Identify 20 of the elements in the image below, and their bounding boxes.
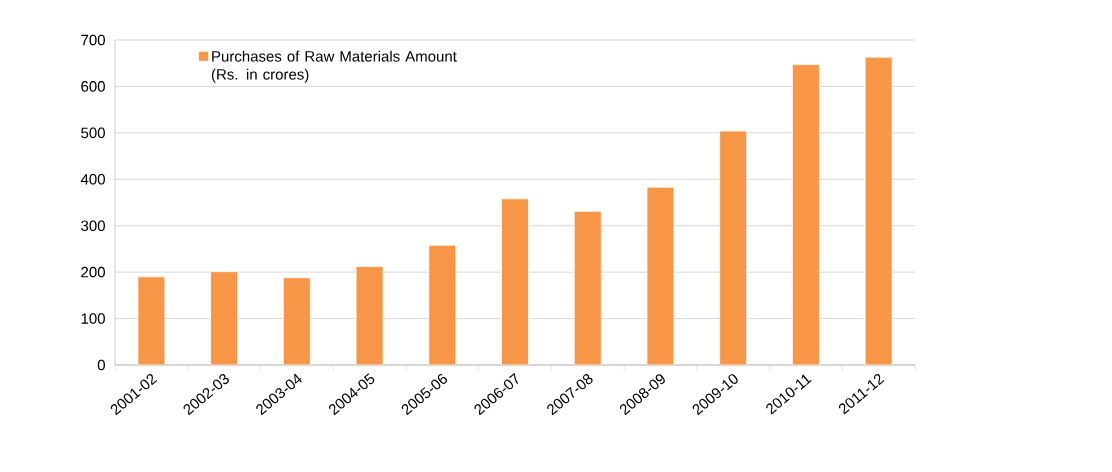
y-tick-label: 700 <box>81 34 105 46</box>
bar <box>210 271 238 365</box>
bar <box>864 56 893 365</box>
y-tick-label: 600 <box>81 81 105 92</box>
bar <box>501 198 529 365</box>
bar <box>282 277 311 365</box>
bar <box>646 186 675 365</box>
bar <box>573 210 602 365</box>
y-tick-label: 300 <box>81 220 105 232</box>
bar <box>428 244 457 365</box>
y-tick-label: 400 <box>80 173 105 185</box>
y-tick-label: 500 <box>81 127 105 139</box>
bar <box>719 130 748 365</box>
y-tick-label: 200 <box>81 266 105 278</box>
bar <box>792 64 820 365</box>
y-tick-label: 100 <box>81 313 105 324</box>
bar <box>137 276 166 365</box>
y-tick-label: 0 <box>97 359 105 371</box>
legend-label: Purchases of Raw Materials Amount (Rs. in crores) <box>211 50 457 83</box>
bar <box>355 266 384 365</box>
